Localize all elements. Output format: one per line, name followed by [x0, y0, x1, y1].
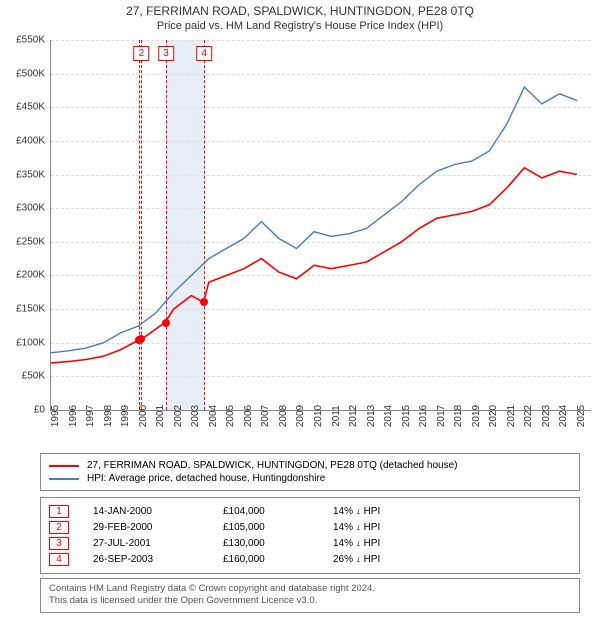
legend-label: HPI: Average price, detached house, Hunt…	[87, 473, 325, 484]
y-tick: £500K	[16, 68, 45, 79]
x-tick: 2023	[541, 405, 552, 427]
tx-diff: 14% ↓ HPI	[333, 538, 443, 549]
attribution-line: Contains HM Land Registry data © Crown c…	[49, 583, 571, 595]
x-tick: 2007	[260, 405, 271, 427]
x-tick: 1996	[68, 405, 79, 427]
x-tick: 1999	[120, 405, 131, 427]
x-tick: 2008	[278, 405, 289, 427]
series-line-hpi	[51, 87, 577, 353]
x-tick: 2016	[418, 405, 429, 427]
marker-point	[200, 298, 208, 306]
y-tick: £100K	[16, 337, 45, 348]
tx-diff: 14% ↓ HPI	[333, 522, 443, 533]
x-tick: 2006	[243, 405, 254, 427]
tx-date: 14-JAN-2000	[93, 506, 223, 517]
x-tick: 1997	[85, 405, 96, 427]
tx-number: 1	[49, 505, 69, 518]
marker-point	[162, 319, 170, 327]
x-tick: 2014	[383, 405, 394, 427]
x-tick: 2011	[331, 405, 342, 427]
x-tick: 1998	[103, 405, 114, 427]
x-tick: 2021	[506, 405, 517, 427]
tx-diff: 26% ↓ HPI	[333, 554, 443, 565]
y-tick: £250K	[16, 236, 45, 247]
transaction-row: 4 26-SEP-2003£160,00026% ↓ HPI	[49, 553, 571, 566]
x-tick: 2001	[155, 405, 166, 427]
tx-price: £130,000	[223, 538, 333, 549]
y-tick: £200K	[16, 270, 45, 281]
x-tick: 2013	[366, 405, 377, 427]
x-tick: 2015	[401, 405, 412, 427]
marker-label: 3	[158, 46, 174, 61]
y-tick: £0	[34, 405, 45, 416]
y-tick: £400K	[16, 135, 45, 146]
tx-price: £105,000	[223, 522, 333, 533]
y-tick: £350K	[16, 169, 45, 180]
tx-number: 3	[49, 537, 69, 550]
x-tick: 2022	[523, 405, 534, 427]
price-chart: £0£50K£100K£150K£200K£250K£300K£350K£400…	[50, 40, 591, 411]
x-tick: 2010	[313, 405, 324, 427]
transaction-table: 114-JAN-2000£104,00014% ↓ HPI229-FEB-200…	[40, 497, 580, 574]
legend-swatch	[49, 465, 79, 467]
x-tick: 2004	[208, 405, 219, 427]
x-tick: 2020	[488, 405, 499, 427]
attribution: Contains HM Land Registry data © Crown c…	[40, 578, 580, 613]
tx-date: 29-FEB-2000	[93, 522, 223, 533]
x-tick: 1995	[50, 405, 61, 427]
x-tick: 2003	[190, 405, 201, 427]
x-tick: 2017	[436, 405, 447, 427]
x-tick: 2005	[225, 405, 236, 427]
x-tick: 2012	[348, 405, 359, 427]
tx-price: £104,000	[223, 506, 333, 517]
y-tick: £150K	[16, 304, 45, 315]
transaction-row: 3 27-JUL-2001£130,00014% ↓ HPI	[49, 537, 571, 550]
y-axis: £0£50K£100K£150K£200K£250K£300K£350K£400…	[1, 40, 49, 410]
chart-svg	[51, 40, 591, 410]
legend-swatch	[49, 478, 79, 480]
tx-date: 26-SEP-2003	[93, 554, 223, 565]
page-title: 27, FERRIMAN ROAD, SPALDWICK, HUNTINGDON…	[0, 4, 600, 18]
x-tick: 2002	[173, 405, 184, 427]
x-tick: 2018	[453, 405, 464, 427]
x-tick: 2009	[295, 405, 306, 427]
x-axis: 1995199619971998199920002001200220032004…	[50, 412, 590, 462]
tx-diff: 14% ↓ HPI	[333, 506, 443, 517]
page-subtitle: Price paid vs. HM Land Registry's House …	[0, 20, 600, 32]
legend-item: HPI: Average price, detached house, Hunt…	[49, 473, 571, 484]
transaction-row: 1 14-JAN-2000£104,00014% ↓ HPI	[49, 505, 571, 518]
marker-point	[137, 335, 145, 343]
tx-price: £160,000	[223, 554, 333, 565]
attribution-line: This data is licensed under the Open Gov…	[49, 595, 571, 607]
x-tick: 2019	[471, 405, 482, 427]
y-tick: £300K	[16, 203, 45, 214]
x-tick: 2024	[558, 405, 569, 427]
series-line-property	[51, 168, 577, 363]
marker-label: 4	[196, 46, 212, 61]
transaction-row: 2 29-FEB-2000£105,00014% ↓ HPI	[49, 521, 571, 534]
x-tick: 2000	[138, 405, 149, 427]
tx-number: 2	[49, 521, 69, 534]
x-tick: 2025	[576, 405, 587, 427]
tx-number: 4	[49, 553, 69, 566]
marker-label: 2	[134, 46, 150, 61]
tx-date: 27-JUL-2001	[93, 538, 223, 549]
y-tick: £550K	[16, 35, 45, 46]
y-tick: £50K	[22, 371, 45, 382]
y-tick: £450K	[16, 102, 45, 113]
